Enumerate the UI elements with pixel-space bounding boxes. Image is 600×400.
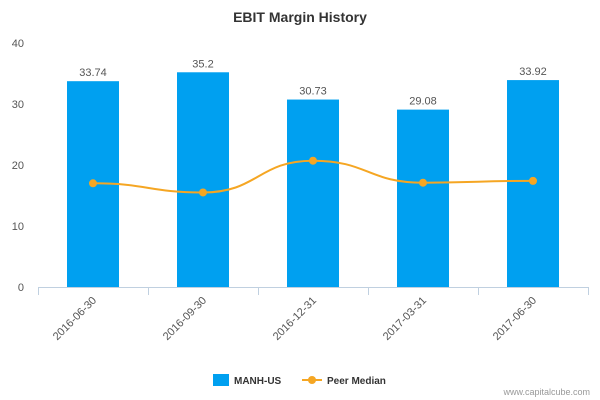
y-axis-ticks: 0 10 20 30 40 [12, 38, 24, 294]
bar-data-label: 35.2 [192, 58, 213, 70]
source-credit: www.capitalcube.com [502, 387, 590, 397]
y-tick-label: 20 [12, 160, 24, 172]
legend-label-peer: Peer Median [327, 376, 386, 387]
bar [177, 72, 229, 287]
bar-data-label: 29.08 [409, 96, 437, 108]
peer-median-point [419, 178, 427, 187]
bar-data-label: 33.74 [79, 67, 107, 79]
x-tick-label: 2016-06-30 [51, 295, 99, 343]
legend-label-manh: MANH-US [234, 376, 282, 387]
bar-data-label: 30.73 [299, 86, 327, 98]
y-tick-label: 10 [12, 221, 24, 233]
bar-data-labels: 33.74 35.2 30.73 29.08 33.92 [79, 58, 547, 107]
legend-swatch-manh [213, 374, 229, 386]
y-tick-label: 40 [12, 38, 24, 50]
peer-median-point [89, 179, 97, 188]
peer-median-point [529, 176, 537, 185]
x-tick-label: 2017-03-31 [381, 295, 429, 343]
x-axis-ticks: 2016-06-30 2016-09-30 2016-12-31 2017-03-31… [38, 287, 589, 343]
bar-data-label: 33.92 [519, 66, 547, 78]
chart-title: EBIT Margin History [233, 9, 367, 25]
x-tick-label: 2016-12-31 [271, 295, 319, 343]
bar-series [67, 72, 559, 287]
peer-median-point [199, 188, 207, 197]
x-tick-label: 2016-09-30 [161, 295, 209, 343]
legend: MANH-US Peer Median [213, 374, 386, 387]
peer-median-series [89, 156, 537, 197]
peer-median-point [309, 156, 317, 165]
y-tick-label: 30 [12, 99, 24, 111]
y-tick-label: 0 [18, 282, 24, 294]
bar [287, 99, 339, 287]
x-tick-label: 2017-06-30 [491, 295, 539, 343]
bar [397, 109, 449, 287]
legend-swatch-peer-dot [308, 376, 316, 384]
